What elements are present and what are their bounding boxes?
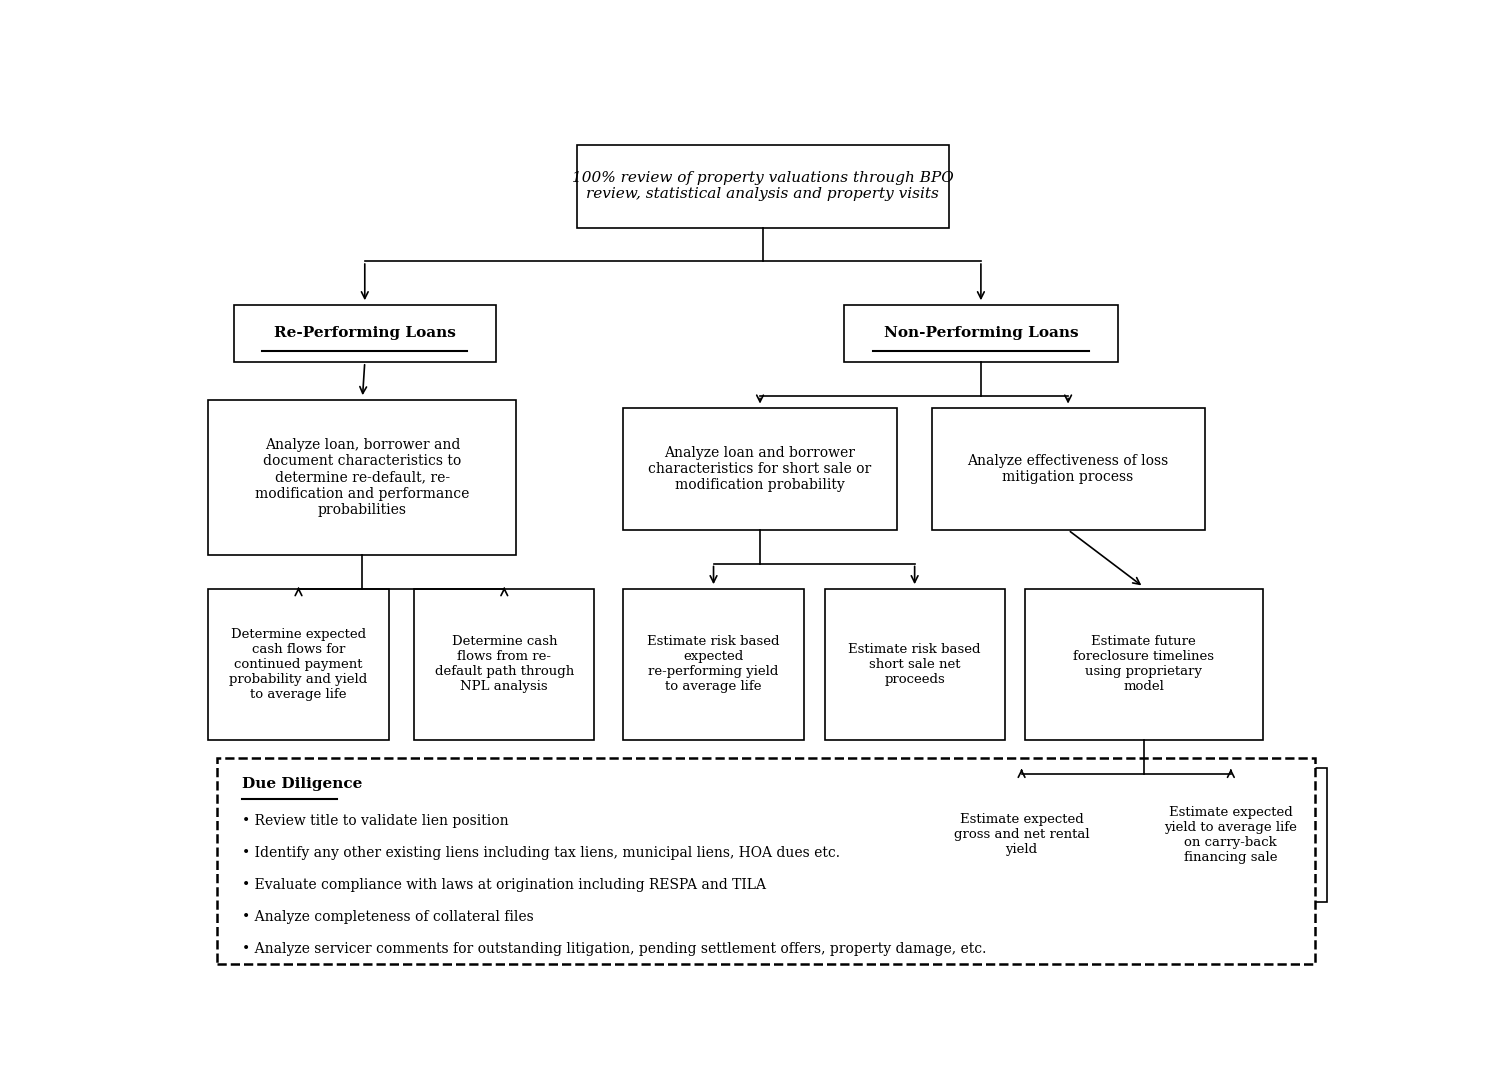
Text: Estimate risk based
expected
re-performing yield
to average life: Estimate risk based expected re-performi… [648, 635, 780, 694]
Text: Due Diligence: Due Diligence [242, 777, 363, 791]
Text: • Identify any other existing liens including tax liens, municipal liens, HOA du: • Identify any other existing liens incl… [242, 846, 840, 860]
FancyBboxPatch shape [578, 145, 950, 228]
Text: • Evaluate compliance with laws at origination including RESPA and TILA: • Evaluate compliance with laws at origi… [242, 878, 766, 891]
Text: • Review title to validate lien position: • Review title to validate lien position [242, 814, 509, 828]
FancyBboxPatch shape [216, 758, 1316, 964]
FancyBboxPatch shape [932, 408, 1204, 530]
Text: Estimate risk based
short sale net
proceeds: Estimate risk based short sale net proce… [849, 643, 981, 686]
FancyBboxPatch shape [624, 408, 897, 530]
FancyBboxPatch shape [234, 304, 495, 362]
FancyBboxPatch shape [209, 589, 388, 740]
Text: Estimate future
foreclosure timelines
using proprietary
model: Estimate future foreclosure timelines us… [1072, 635, 1214, 694]
Text: • Analyze servicer comments for outstanding litigation, pending settlement offer: • Analyze servicer comments for outstand… [242, 942, 987, 956]
Text: • Analyze completeness of collateral files: • Analyze completeness of collateral fil… [242, 910, 534, 924]
Text: 100% review of property valuations through BPO
review, statistical analysis and : 100% review of property valuations throu… [572, 171, 954, 202]
Text: Estimate expected
yield to average life
on carry-back
financing sale: Estimate expected yield to average life … [1164, 806, 1298, 864]
FancyBboxPatch shape [926, 768, 1118, 902]
FancyBboxPatch shape [1136, 768, 1326, 902]
Text: Analyze loan, borrower and
document characteristics to
determine re-default, re-: Analyze loan, borrower and document char… [255, 439, 470, 517]
Text: Non-Performing Loans: Non-Performing Loans [884, 326, 1078, 340]
FancyBboxPatch shape [414, 589, 594, 740]
Text: Estimate expected
gross and net rental
yield: Estimate expected gross and net rental y… [954, 814, 1089, 856]
FancyBboxPatch shape [209, 399, 516, 555]
FancyBboxPatch shape [1024, 589, 1263, 740]
FancyBboxPatch shape [844, 304, 1118, 362]
FancyBboxPatch shape [624, 589, 804, 740]
Text: Re-Performing Loans: Re-Performing Loans [274, 326, 456, 340]
Text: Analyze loan and borrower
characteristics for short sale or
modification probabi: Analyze loan and borrower characteristic… [648, 446, 872, 492]
Text: Analyze effectiveness of loss
mitigation process: Analyze effectiveness of loss mitigation… [968, 454, 1168, 484]
Text: Determine cash
flows from re-
default path through
NPL analysis: Determine cash flows from re- default pa… [435, 635, 574, 694]
FancyBboxPatch shape [825, 589, 1005, 740]
Text: Determine expected
cash flows for
continued payment
probability and yield
to ave: Determine expected cash flows for contin… [230, 627, 368, 700]
